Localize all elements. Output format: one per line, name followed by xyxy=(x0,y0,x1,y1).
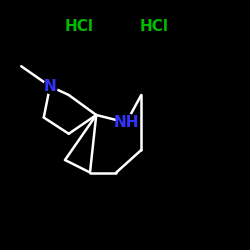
Text: N: N xyxy=(44,79,56,94)
Text: HCl: HCl xyxy=(64,19,93,34)
Text: HCl: HCl xyxy=(139,19,168,34)
Text: NH: NH xyxy=(114,115,139,130)
